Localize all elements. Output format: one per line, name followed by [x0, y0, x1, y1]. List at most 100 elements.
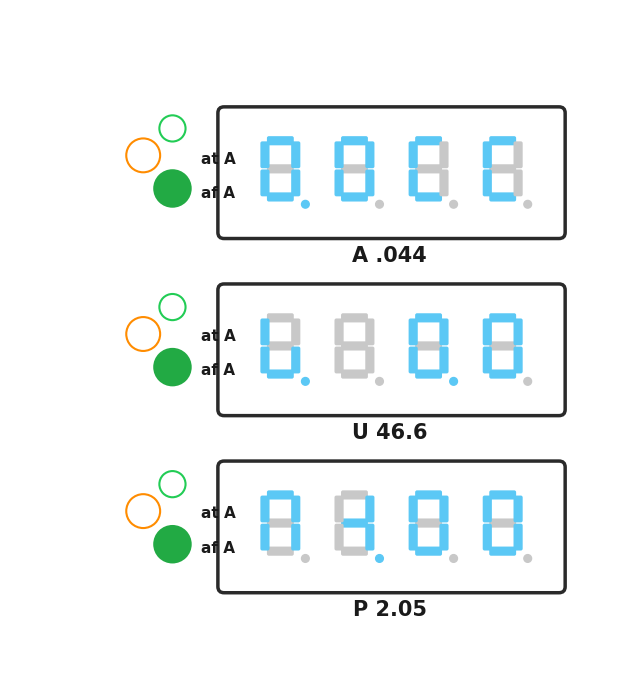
- FancyBboxPatch shape: [335, 170, 344, 196]
- FancyBboxPatch shape: [260, 496, 269, 522]
- Text: A .044: A .044: [352, 246, 427, 266]
- Text: af A: af A: [201, 364, 235, 378]
- FancyBboxPatch shape: [267, 369, 294, 378]
- FancyBboxPatch shape: [489, 491, 516, 500]
- Circle shape: [450, 200, 458, 208]
- FancyBboxPatch shape: [489, 519, 516, 528]
- FancyBboxPatch shape: [341, 369, 368, 378]
- Text: at A: at A: [201, 506, 236, 521]
- Circle shape: [301, 200, 309, 208]
- FancyBboxPatch shape: [489, 164, 516, 173]
- FancyBboxPatch shape: [408, 318, 418, 346]
- FancyBboxPatch shape: [267, 136, 294, 145]
- Text: U 46.6: U 46.6: [352, 423, 428, 443]
- FancyBboxPatch shape: [365, 524, 374, 551]
- FancyBboxPatch shape: [335, 524, 344, 551]
- FancyBboxPatch shape: [440, 524, 449, 551]
- FancyBboxPatch shape: [341, 341, 368, 350]
- FancyBboxPatch shape: [483, 496, 492, 522]
- FancyBboxPatch shape: [267, 341, 294, 350]
- FancyBboxPatch shape: [260, 142, 269, 168]
- FancyBboxPatch shape: [218, 107, 565, 239]
- FancyBboxPatch shape: [415, 136, 442, 145]
- FancyBboxPatch shape: [267, 491, 294, 500]
- FancyBboxPatch shape: [513, 170, 523, 196]
- Circle shape: [301, 378, 309, 385]
- FancyBboxPatch shape: [513, 318, 523, 346]
- FancyBboxPatch shape: [415, 369, 442, 378]
- FancyBboxPatch shape: [513, 347, 523, 373]
- FancyBboxPatch shape: [489, 547, 516, 556]
- FancyBboxPatch shape: [408, 142, 418, 168]
- FancyBboxPatch shape: [341, 519, 368, 528]
- FancyBboxPatch shape: [415, 491, 442, 500]
- FancyBboxPatch shape: [415, 519, 442, 528]
- FancyBboxPatch shape: [408, 170, 418, 196]
- FancyBboxPatch shape: [365, 170, 374, 196]
- Circle shape: [376, 200, 383, 208]
- Circle shape: [450, 378, 458, 385]
- FancyBboxPatch shape: [341, 313, 368, 322]
- FancyBboxPatch shape: [267, 164, 294, 173]
- FancyBboxPatch shape: [341, 136, 368, 145]
- FancyBboxPatch shape: [341, 547, 368, 556]
- FancyBboxPatch shape: [513, 524, 523, 551]
- FancyBboxPatch shape: [440, 142, 449, 168]
- FancyBboxPatch shape: [291, 524, 300, 551]
- FancyBboxPatch shape: [260, 524, 269, 551]
- FancyBboxPatch shape: [408, 496, 418, 522]
- FancyBboxPatch shape: [440, 170, 449, 196]
- FancyBboxPatch shape: [483, 524, 492, 551]
- Circle shape: [524, 200, 532, 208]
- FancyBboxPatch shape: [267, 193, 294, 202]
- Circle shape: [153, 169, 192, 208]
- FancyBboxPatch shape: [335, 496, 344, 522]
- FancyBboxPatch shape: [415, 164, 442, 173]
- FancyBboxPatch shape: [365, 347, 374, 373]
- FancyBboxPatch shape: [408, 524, 418, 551]
- FancyBboxPatch shape: [291, 318, 300, 346]
- Circle shape: [524, 555, 532, 563]
- FancyBboxPatch shape: [291, 347, 300, 373]
- Text: at A: at A: [201, 329, 236, 344]
- FancyBboxPatch shape: [415, 341, 442, 350]
- FancyBboxPatch shape: [341, 193, 368, 202]
- FancyBboxPatch shape: [513, 496, 523, 522]
- Text: af A: af A: [201, 186, 235, 201]
- FancyBboxPatch shape: [335, 347, 344, 373]
- FancyBboxPatch shape: [341, 164, 368, 173]
- FancyBboxPatch shape: [260, 318, 269, 346]
- FancyBboxPatch shape: [267, 547, 294, 556]
- FancyBboxPatch shape: [267, 519, 294, 528]
- FancyBboxPatch shape: [489, 313, 516, 322]
- Circle shape: [524, 378, 532, 385]
- FancyBboxPatch shape: [440, 496, 449, 522]
- FancyBboxPatch shape: [260, 347, 269, 373]
- FancyBboxPatch shape: [415, 547, 442, 556]
- FancyBboxPatch shape: [489, 136, 516, 145]
- FancyBboxPatch shape: [440, 318, 449, 346]
- FancyBboxPatch shape: [415, 313, 442, 322]
- Circle shape: [376, 555, 383, 563]
- Text: at A: at A: [201, 151, 236, 167]
- FancyBboxPatch shape: [218, 461, 565, 593]
- Circle shape: [301, 555, 309, 563]
- FancyBboxPatch shape: [218, 284, 565, 415]
- FancyBboxPatch shape: [489, 193, 516, 202]
- FancyBboxPatch shape: [291, 496, 300, 522]
- FancyBboxPatch shape: [483, 318, 492, 346]
- Circle shape: [376, 378, 383, 385]
- FancyBboxPatch shape: [291, 142, 300, 168]
- FancyBboxPatch shape: [335, 318, 344, 346]
- FancyBboxPatch shape: [483, 142, 492, 168]
- FancyBboxPatch shape: [489, 369, 516, 378]
- FancyBboxPatch shape: [440, 347, 449, 373]
- Circle shape: [153, 525, 192, 563]
- FancyBboxPatch shape: [335, 142, 344, 168]
- FancyBboxPatch shape: [267, 313, 294, 322]
- Text: P 2.05: P 2.05: [353, 600, 427, 621]
- FancyBboxPatch shape: [489, 341, 516, 350]
- FancyBboxPatch shape: [291, 170, 300, 196]
- FancyBboxPatch shape: [408, 347, 418, 373]
- FancyBboxPatch shape: [260, 170, 269, 196]
